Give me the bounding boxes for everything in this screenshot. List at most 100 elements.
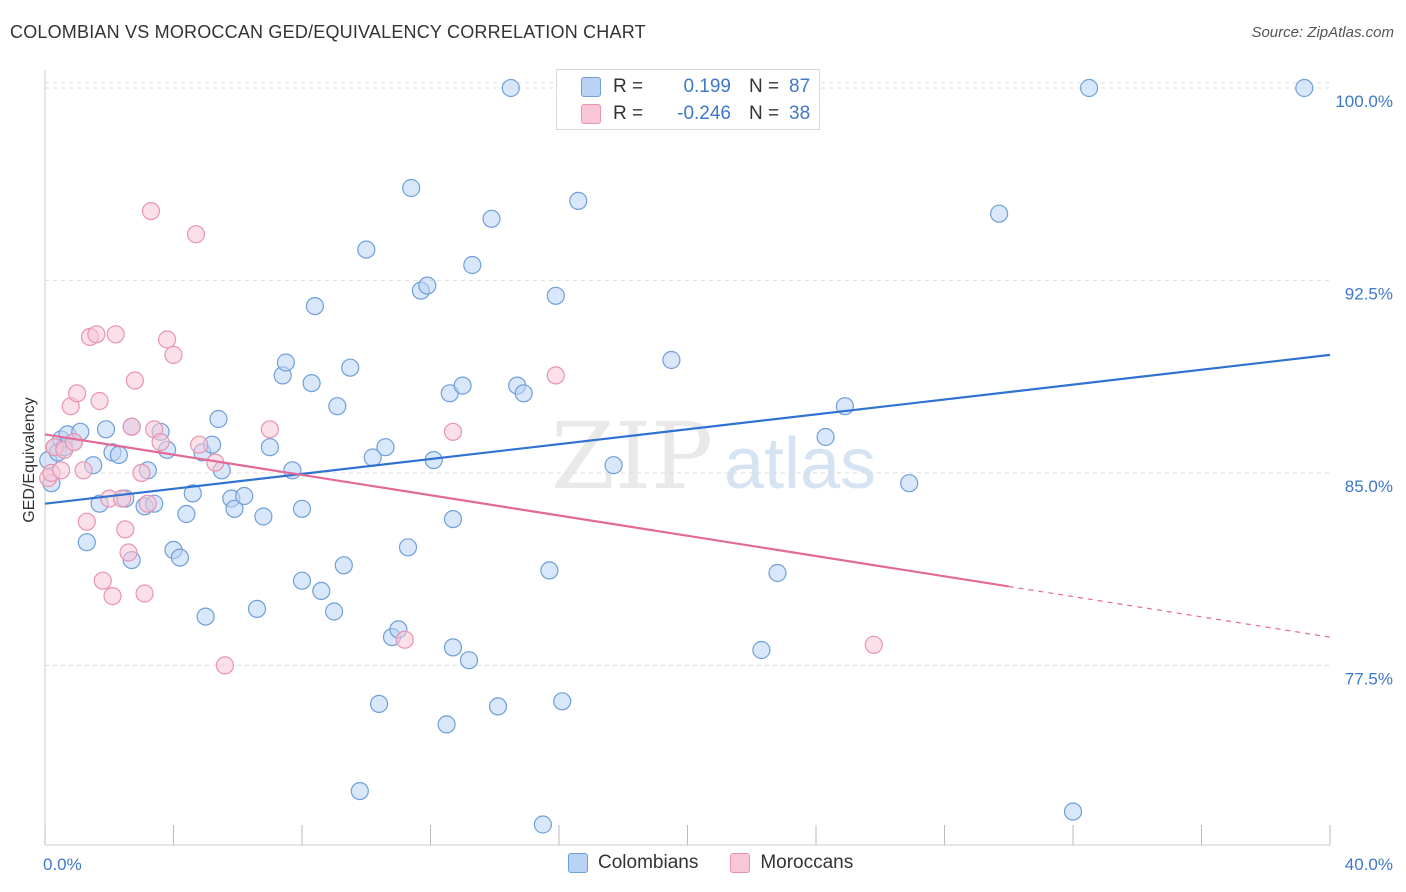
legend-n-label: N = — [749, 103, 780, 124]
colombian-point — [341, 358, 360, 377]
moroccan-point — [151, 433, 170, 452]
moroccan-point — [122, 417, 141, 436]
moroccan-point — [190, 435, 209, 454]
moroccan-point — [135, 584, 154, 603]
colombian-point — [276, 353, 295, 372]
colombian-point — [357, 240, 376, 259]
series-swatch-blue — [568, 853, 588, 873]
colombian-point — [604, 456, 623, 475]
trend-line-colombians — [44, 353, 1331, 505]
colombian-point — [900, 474, 919, 493]
colombian-point — [247, 599, 267, 619]
colombian-point — [768, 563, 787, 583]
gridlines — [45, 82, 1330, 666]
moroccan-point — [215, 656, 234, 675]
colombian-point — [177, 504, 196, 524]
colombian-point — [334, 556, 353, 575]
legend-n-value: 38 — [789, 103, 811, 124]
colombian-point — [752, 640, 771, 660]
series-label-colombians: Colombians — [598, 852, 699, 873]
colombian-point — [482, 209, 501, 228]
colombian-point — [398, 538, 418, 557]
colombian-point — [1295, 78, 1314, 98]
colombian-point — [488, 697, 508, 716]
moroccan-point — [164, 345, 183, 364]
moroccan-point — [138, 494, 157, 513]
moroccan-point — [106, 325, 125, 344]
legend-r-value: -0.246 — [677, 103, 731, 124]
legend-row-moroccans: R = -0.246 N = 38 — [581, 102, 829, 126]
data-points — [39, 78, 1314, 834]
legend-n-label: N = — [749, 76, 780, 97]
colombian-point — [305, 297, 324, 316]
series-legend-moroccans[interactable]: Moroccans — [730, 852, 853, 874]
moroccan-point — [64, 433, 84, 452]
colombian-point — [553, 692, 572, 711]
moroccan-point — [125, 371, 144, 390]
moroccan-point — [51, 461, 71, 480]
colombian-point — [453, 376, 472, 395]
moroccan-point — [864, 635, 883, 654]
y-tick-label: 100.0% — [1335, 92, 1393, 111]
legend-swatch-pink — [581, 104, 601, 124]
legend-r-value: 0.199 — [683, 76, 731, 97]
trend-line-extension-moroccans — [1008, 585, 1331, 638]
moroccan-point — [546, 366, 565, 385]
legend-r-label: R = — [613, 76, 644, 97]
moroccan-point — [141, 202, 161, 221]
moroccan-point — [132, 463, 151, 482]
colombian-point — [109, 445, 129, 464]
y-tick-label: 92.5% — [1345, 284, 1393, 303]
colombian-point — [196, 607, 215, 626]
moroccan-point — [103, 586, 122, 606]
y-tick-label: 85.0% — [1345, 477, 1393, 496]
series-swatch-pink — [730, 853, 751, 873]
series-label-moroccans: Moroccans — [760, 852, 854, 873]
colombian-point — [418, 276, 437, 295]
colombian-point — [302, 374, 321, 393]
moroccan-point — [90, 391, 109, 411]
legend-r-label: R = — [613, 103, 644, 124]
colombian-point — [1079, 78, 1099, 98]
colombian-point — [989, 204, 1009, 223]
moroccan-point — [395, 630, 414, 649]
y-tick-label: 77.5% — [1345, 669, 1393, 688]
colombian-point — [170, 548, 189, 567]
series-legend: Colombians Moroccans — [568, 852, 885, 874]
colombian-point — [225, 499, 244, 518]
colombian-point — [546, 286, 565, 305]
legend-n-value: 87 — [789, 76, 811, 97]
moroccan-point — [87, 325, 106, 344]
moroccan-point — [77, 512, 96, 531]
chart-title: COLOMBIAN VS MOROCCAN GED/EQUIVALENCY CO… — [10, 22, 646, 42]
moroccan-point — [443, 422, 463, 441]
moroccan-point — [67, 384, 87, 403]
colombian-point — [501, 78, 520, 98]
colombian-point — [540, 561, 559, 580]
watermark-atlas: atlas — [724, 424, 876, 504]
colombian-point — [77, 533, 96, 552]
legend-swatch-blue — [581, 77, 601, 97]
colombian-point — [514, 384, 533, 403]
x-tick-label: 40.0% — [1345, 855, 1393, 874]
moroccan-point — [116, 520, 135, 539]
colombian-point — [312, 581, 331, 601]
tick-labels: 100.0% 92.5% 85.0% 77.5% 0.0% 40.0% — [43, 92, 1393, 874]
moroccan-point — [74, 461, 93, 480]
colombian-point — [569, 191, 588, 210]
series-legend-colombians[interactable]: Colombians — [568, 852, 698, 874]
colombian-point — [254, 507, 273, 526]
trend-line-moroccans — [44, 433, 1009, 588]
colombian-point — [235, 486, 254, 506]
colombian-point — [662, 350, 681, 370]
moroccan-point — [186, 225, 206, 244]
colombian-point — [370, 694, 389, 714]
colombian-point — [816, 427, 835, 447]
colombian-point — [443, 509, 463, 529]
colombian-point — [463, 255, 482, 275]
colombian-point — [209, 409, 228, 429]
moroccan-point — [260, 420, 279, 439]
colombian-point — [533, 815, 553, 834]
colombian-point — [437, 715, 456, 734]
